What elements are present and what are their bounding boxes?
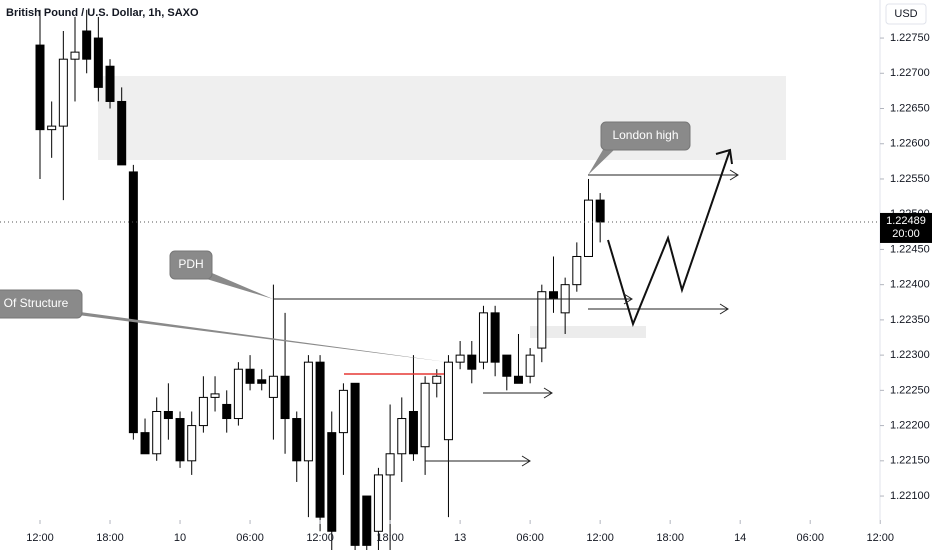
candle-body [490, 312, 500, 363]
y-tick-label: 1.22100 [890, 490, 930, 502]
candle-body [338, 389, 348, 434]
candle-body [513, 375, 523, 384]
candle-body [257, 379, 267, 384]
candle-body [47, 125, 57, 131]
candle-body [233, 368, 243, 420]
candle-body [175, 418, 185, 462]
candle-body [478, 312, 488, 363]
annotation: London high [612, 128, 678, 142]
candle-body [187, 425, 197, 462]
y-tick-label: 1.22600 [890, 138, 930, 150]
callout-tail [588, 148, 616, 175]
candle-body [572, 255, 582, 286]
candle-body [280, 375, 290, 420]
x-tick-label: 18:00 [656, 532, 684, 544]
candle-body [548, 291, 558, 300]
arrow-head [719, 303, 729, 315]
candle-body [443, 361, 453, 441]
price-tag [880, 212, 932, 243]
x-tick-label: 14 [734, 532, 746, 544]
arrow-head [729, 169, 739, 181]
arrow-head [623, 293, 633, 305]
callout-box [0, 289, 83, 319]
candle-body [210, 393, 220, 398]
candle-body [373, 474, 383, 532]
demand-zone [530, 326, 646, 338]
currency[interactable]: USD [894, 8, 917, 20]
candle-body [105, 65, 115, 102]
x-tick-label: 12:00 [586, 532, 614, 544]
candle-body [467, 354, 477, 370]
y-tick-label: 1.22750 [890, 32, 930, 44]
y-tick-label: 1.22550 [890, 173, 930, 185]
candle-body [362, 495, 372, 546]
candle-body [432, 375, 442, 384]
candle-body [163, 410, 173, 420]
candle-body [502, 354, 512, 377]
candle-body [245, 368, 255, 384]
y-tick-label: 1.22300 [890, 349, 930, 361]
y-tick-label: 1.22250 [890, 384, 930, 396]
candle-body [327, 432, 337, 532]
arrow-head [715, 148, 733, 165]
y-tick-label: 1.22700 [890, 67, 930, 79]
candle-body [268, 375, 278, 398]
candle-body [525, 354, 535, 377]
price-tag-label: 1.22489 [886, 215, 926, 227]
currency-box[interactable] [885, 3, 927, 25]
x-tick-label: 13 [454, 532, 466, 544]
countdown: 20:00 [892, 228, 920, 240]
annotation: PDH [178, 257, 203, 271]
candle-body [397, 418, 407, 455]
candle-body [117, 100, 127, 166]
annotation: Of Structure [4, 296, 69, 310]
candle-body [408, 410, 418, 455]
candle-body [93, 37, 103, 88]
y-tick-label: 1.22150 [890, 455, 930, 467]
candle-body [82, 30, 92, 60]
callout-box [169, 250, 213, 280]
candle-body [128, 171, 138, 434]
candle-body [537, 291, 547, 349]
arrow-head [521, 455, 531, 467]
candle-body [292, 418, 302, 462]
candle-body [583, 199, 593, 257]
candle-body [152, 410, 162, 455]
callout-box [600, 121, 691, 151]
candle-body [595, 199, 605, 223]
y-tick-label: 1.22650 [890, 102, 930, 114]
candle-body [315, 361, 325, 518]
x-tick-label: 12:00 [866, 532, 894, 544]
callout-tail [70, 312, 447, 362]
y-tick-label: 1.22450 [890, 243, 930, 255]
chart-title: British Pound / U.S. Dollar, 1h, SAXO [6, 7, 199, 19]
x-tick-label: 18:00 [96, 532, 124, 544]
candle-body [222, 403, 232, 420]
candle-body [420, 382, 430, 448]
callout-tail [200, 273, 273, 299]
x-tick-label: 06:00 [796, 532, 824, 544]
candle-body [455, 354, 465, 363]
y-tick-label: 1.22200 [890, 419, 930, 431]
x-tick-label: 12:00 [26, 532, 54, 544]
candle-body [385, 453, 395, 476]
candle-body [70, 51, 80, 60]
y-tick-label: 1.22400 [890, 279, 930, 291]
arrow-head [543, 387, 553, 399]
candle-body [198, 396, 208, 427]
projection-path [607, 149, 731, 328]
candle-body [35, 44, 45, 131]
x-tick-label: 18:00 [376, 532, 404, 544]
plot: London high PDH Of Structure [0, 9, 880, 550]
candle-body [58, 58, 68, 127]
candle-body [140, 432, 150, 455]
candle-body [350, 382, 360, 546]
x-tick-label: 06:00 [236, 532, 264, 544]
x-tick-label: 12:00 [306, 532, 334, 544]
candle-body [303, 361, 313, 462]
x-tick-label: 06:00 [516, 532, 544, 544]
x-tick-label: 10 [174, 532, 186, 544]
y-tick-label: 1.22350 [890, 314, 930, 326]
